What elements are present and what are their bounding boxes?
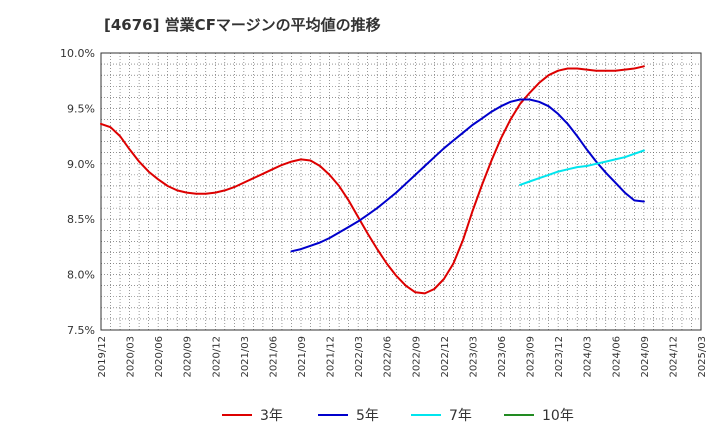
x-tick-label: 2021/06 <box>268 336 279 378</box>
y-tick-label: 7.5% <box>67 324 95 337</box>
y-tick-label: 8.0% <box>67 269 95 282</box>
y-tick-label: 9.5% <box>67 102 95 115</box>
series-line-5年 <box>290 98 645 253</box>
x-tick-label: 2020/12 <box>211 336 222 378</box>
x-tick-label: 2021/12 <box>326 336 337 378</box>
series-line-3年 <box>100 65 645 295</box>
x-tick-label: 2023/06 <box>497 336 508 378</box>
x-tick-label: 2024/09 <box>640 336 651 378</box>
data-series <box>100 65 645 295</box>
plot-area <box>101 53 701 330</box>
x-tick-label: 2024/12 <box>668 336 679 378</box>
legend-label-7年: 7年 <box>449 408 472 424</box>
x-tick-label: 2020/06 <box>154 336 165 378</box>
x-tick-label: 2025/03 <box>697 336 708 378</box>
x-tick-label: 2021/09 <box>297 336 308 378</box>
x-tick-label: 2020/09 <box>183 336 194 378</box>
legend: 3年 5年 7年 10年 <box>222 408 574 424</box>
chart-title: [4676] 営業CFマージンの平均値の推移 <box>104 16 381 34</box>
x-tick-label: 2022/06 <box>383 336 394 378</box>
series-line-7年 <box>519 149 645 186</box>
x-tick-label: 2022/12 <box>440 336 451 378</box>
x-tick-label: 2021/03 <box>240 336 251 378</box>
y-tick-label: 8.5% <box>67 213 95 226</box>
y-tick-label: 9.0% <box>67 158 95 171</box>
x-tick-label: 2022/09 <box>411 336 422 378</box>
x-tick-label: 2023/12 <box>554 336 565 378</box>
legend-label-10年: 10年 <box>542 408 574 424</box>
x-tick-label: 2020/03 <box>126 336 137 378</box>
legend-label-3年: 3年 <box>260 408 283 424</box>
x-tick-label: 2023/03 <box>468 336 479 378</box>
grid-lines <box>100 52 702 331</box>
x-tick-label: 2022/03 <box>354 336 365 378</box>
plot-frame <box>100 52 702 331</box>
x-tick-label: 2019/12 <box>97 336 108 378</box>
x-tick-label: 2024/06 <box>611 336 622 378</box>
x-tick-label: 2024/03 <box>583 336 594 378</box>
axes: 7.5% 8.0% 8.5% 9.0% 9.5% 10.0% 2019/12 2020/03 2… <box>60 47 708 378</box>
x-tick-label: 2023/09 <box>526 336 537 378</box>
y-tick-label: 10.0% <box>60 47 95 60</box>
legend-label-5年: 5年 <box>356 408 379 424</box>
